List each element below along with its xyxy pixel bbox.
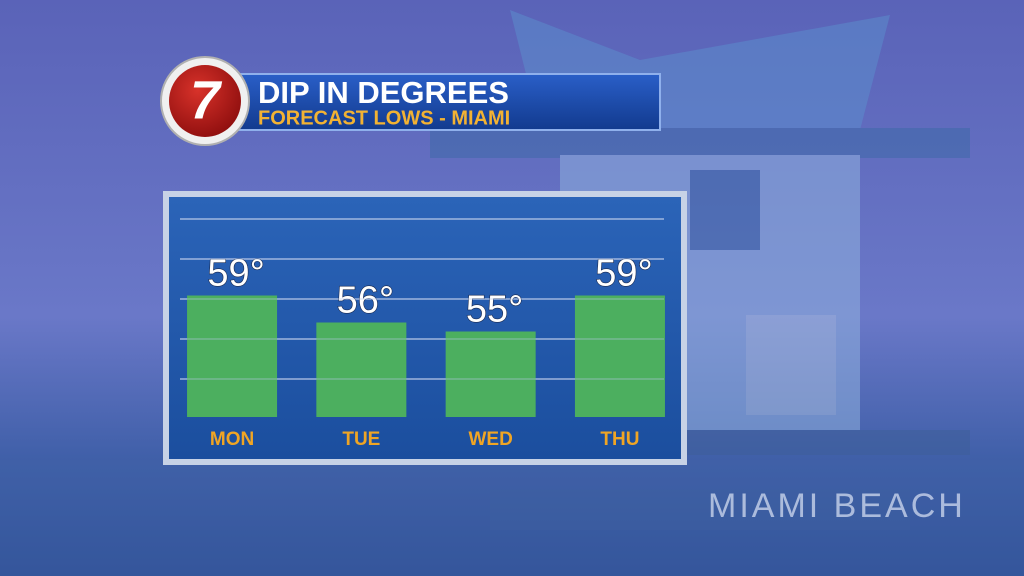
bar — [187, 295, 278, 417]
logo — [169, 65, 241, 137]
x-tick-label: WED — [468, 429, 512, 450]
chart-subtitle: FORECAST LOWS - MIAMI — [258, 107, 510, 129]
logo-text: 7 — [190, 70, 223, 130]
bar — [316, 322, 407, 417]
x-tick-label: THU — [600, 429, 639, 450]
value-label: 55° — [466, 289, 523, 331]
background-tower — [0, 10, 1024, 576]
x-tick-label: TUE — [342, 429, 380, 450]
background-sign: MIAMI BEACH — [708, 487, 966, 525]
chart-title: DIP IN DEGREES — [258, 75, 509, 110]
bar — [445, 331, 536, 417]
x-tick-label: MON — [210, 429, 254, 450]
bar — [574, 295, 665, 417]
value-label: 56° — [337, 280, 394, 322]
